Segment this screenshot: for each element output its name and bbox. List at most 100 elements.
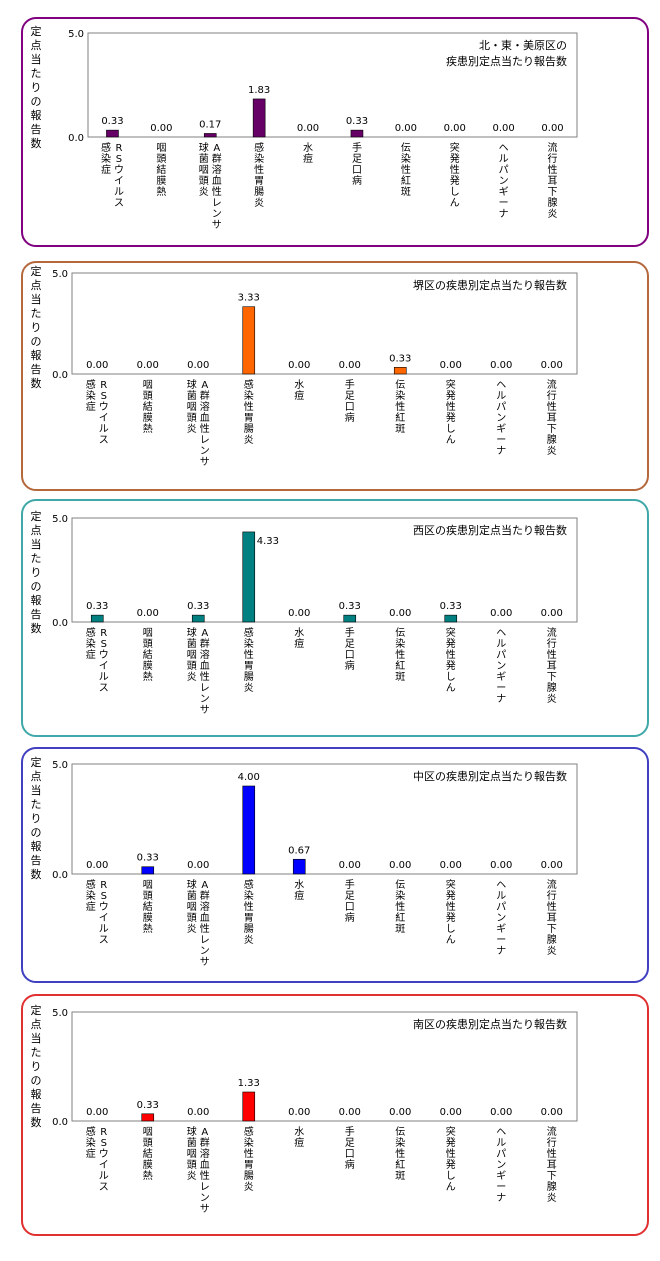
category-label-line: 水痘 <box>294 1126 304 1149</box>
plot-area <box>71 1011 578 1122</box>
data-label: 0.00 <box>395 123 417 134</box>
y-axis-title: 定点当たりの報告数 <box>31 755 42 881</box>
category-label: 水痘 <box>294 627 304 650</box>
category-label-line: 突発性発しん <box>446 878 456 946</box>
category-label-line: 流行性耳下腺炎 <box>547 378 557 457</box>
category-label-line: 突発性発しん <box>446 378 456 446</box>
category-label-line: 手足口病 <box>345 626 355 672</box>
category-label-line: A 群溶血性レンサ <box>200 380 210 468</box>
category-label: ヘルパンギーナ <box>499 143 509 220</box>
category-label: 流行性耳下腺炎 <box>547 626 557 705</box>
data-label: 0.00 <box>541 1107 563 1118</box>
category-label-line: R S ウイルス <box>99 880 109 946</box>
category-label: 感染性胃腸炎 <box>244 1125 254 1193</box>
category-label: ヘルパンギーナ <box>496 1127 506 1204</box>
category-label: 咽頭結膜熱 <box>156 142 166 198</box>
chart-title: 中区の疾患別定点当たり報告数 <box>413 769 567 783</box>
y-axis-title: 定点当たりの報告数 <box>31 264 42 390</box>
data-label: 0.00 <box>187 860 209 871</box>
data-label: 0.00 <box>440 860 462 871</box>
category-label-line: 咽頭結膜熱 <box>156 142 166 198</box>
y-tick-label: 0.0 <box>52 1117 68 1128</box>
chart-title: 堺区の疾患別定点当たり報告数 <box>413 278 567 292</box>
data-label: 0.00 <box>86 360 108 371</box>
category-label: ヘルパンギーナ <box>496 380 506 457</box>
y-tick-label: 5.0 <box>52 514 68 525</box>
category-label: 咽頭結膜熱 <box>143 627 153 683</box>
category-label-line: 感染性胃腸炎 <box>244 626 254 694</box>
y-tick-label: 0.0 <box>52 618 68 629</box>
bar <box>90 614 104 623</box>
category-label: 流行性耳下腺炎 <box>547 878 557 957</box>
y-tick-label: 5.0 <box>52 1008 68 1019</box>
category-label-line: 手足口病 <box>352 141 362 187</box>
category-label-line: R S ウイルス <box>99 380 109 446</box>
data-label: 0.00 <box>288 1107 310 1118</box>
category-label-line: 突発性発しん <box>450 141 460 209</box>
category-label-line: 伝染性紅斑 <box>395 1126 405 1182</box>
y-axis-title: 定点当たりの報告数 <box>31 509 42 635</box>
data-label: 0.00 <box>137 360 159 371</box>
data-label: 0.00 <box>187 360 209 371</box>
category-label: 流行性耳下腺炎 <box>548 141 558 220</box>
category-label-line: 流行性耳下腺炎 <box>547 878 557 957</box>
bar <box>444 614 458 623</box>
plot-area <box>71 272 578 375</box>
data-label: 0.00 <box>86 1107 108 1118</box>
category-label: 感染性胃腸炎 <box>244 378 254 446</box>
panel-border <box>21 994 649 1236</box>
chart-title: 西区の疾患別定点当たり報告数 <box>413 523 567 537</box>
category-label: 突発性発しん <box>446 378 456 446</box>
category-label-line: 感染性胃腸炎 <box>244 878 254 946</box>
data-label: 0.17 <box>199 119 221 130</box>
category-label-line: 咽頭結膜熱 <box>143 379 153 435</box>
category-label: 伝染性紅斑 <box>395 379 405 435</box>
data-label: 0.00 <box>187 1107 209 1118</box>
category-label: 水痘 <box>294 1126 304 1149</box>
category-label-line: 咽頭結膜熱 <box>143 627 153 683</box>
category-label-line: 球菌咽頭炎 <box>187 378 197 435</box>
bar <box>292 858 306 875</box>
category-label-line: 球菌咽頭炎 <box>187 626 197 683</box>
data-label: 0.33 <box>440 601 462 612</box>
category-label-line: 手足口病 <box>345 378 355 424</box>
category-label-line: 感染症 <box>86 1125 96 1160</box>
category-label-line: 流行性耳下腺炎 <box>547 1125 557 1204</box>
bar <box>191 614 205 623</box>
category-label-line: A 群溶血性レンサ <box>200 628 210 716</box>
data-label: 0.00 <box>339 860 361 871</box>
category-label-line: 伝染性紅斑 <box>401 142 411 198</box>
data-label: 0.00 <box>490 1107 512 1118</box>
data-label: 0.00 <box>339 1107 361 1118</box>
category-label-line: 流行性耳下腺炎 <box>548 141 558 220</box>
data-label: 1.33 <box>238 1078 260 1089</box>
category-label-line: ヘルパンギーナ <box>499 143 509 220</box>
data-label: 0.33 <box>101 116 123 127</box>
data-label: 0.00 <box>137 608 159 619</box>
category-label-line: 水痘 <box>303 142 313 165</box>
y-tick-label: 5.0 <box>52 760 68 771</box>
category-label-line: 感染症 <box>86 878 96 913</box>
bar <box>252 98 266 138</box>
category-label: 感染性胃腸炎 <box>254 141 264 209</box>
data-label: 0.33 <box>137 853 159 864</box>
category-label-line: 感染症 <box>101 141 111 176</box>
data-label: 0.00 <box>389 1107 411 1118</box>
data-label: 4.00 <box>238 772 260 783</box>
data-label: 0.00 <box>490 360 512 371</box>
category-label: 突発性発しん <box>450 141 460 209</box>
bar <box>242 306 256 375</box>
data-label: 0.00 <box>541 860 563 871</box>
category-label: 手足口病 <box>352 141 362 187</box>
category-label: 流行性耳下腺炎 <box>547 1125 557 1204</box>
data-label: 0.33 <box>346 116 368 127</box>
category-label-line: 伝染性紅斑 <box>395 879 405 935</box>
